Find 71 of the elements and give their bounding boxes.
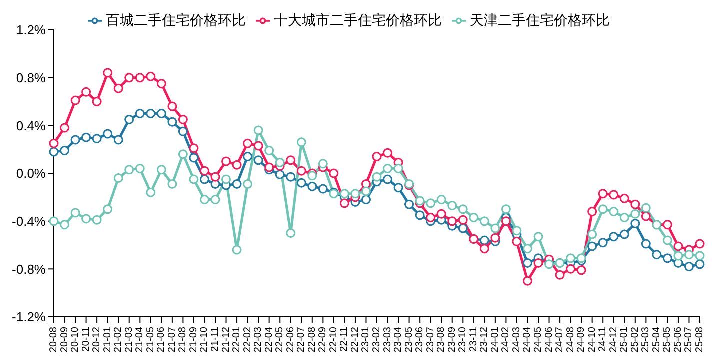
y-tick-label: 0.0% <box>16 166 46 182</box>
x-tick-label: 21-09 <box>188 326 200 353</box>
y-tick-label: 0.4% <box>16 118 46 134</box>
x-tick-label: 23-04 <box>393 326 404 353</box>
x-tick-label: 23-02 <box>372 326 382 353</box>
x-tick-label: 24-10 <box>586 326 598 353</box>
x-tick-label: 25-02 <box>630 326 641 353</box>
x-tick-label: 21-03 <box>124 326 135 353</box>
x-tick-label: 24-05 <box>533 326 544 353</box>
y-tick-label: -0.4% <box>12 214 46 229</box>
x-tick-label: 23-05 <box>404 326 415 353</box>
x-tick-label: 23-07 <box>425 326 436 353</box>
x-tick-label: 25-01 <box>619 326 630 353</box>
x-tick-label: 22-10 <box>328 326 340 353</box>
x-tick-label: 23-03 <box>382 326 394 353</box>
x-tick-label: 22-03 <box>253 326 264 353</box>
x-tick-label: 20-11 <box>80 326 92 352</box>
x-tick-label: 23-01 <box>360 326 372 353</box>
x-tick-label: 20-09 <box>59 326 70 353</box>
x-tick-label: 21-07 <box>166 326 178 353</box>
x-tick-label: 23-11 <box>468 326 480 352</box>
legend-label: 百城二手住宅价格环比 <box>106 12 246 28</box>
x-tick-label: 25-07 <box>684 326 695 353</box>
legend-label: 十大城市二手住宅价格环比 <box>274 12 442 28</box>
x-tick-label: 21-02 <box>113 326 124 353</box>
x-tick-label: 22-08 <box>306 326 318 353</box>
x-tick-label: 24-09 <box>576 326 588 353</box>
x-tick-label: 21-11 <box>210 326 221 352</box>
x-tick-label: 25-04 <box>651 326 662 353</box>
x-tick-label: 25-05 <box>662 326 674 353</box>
x-tick-label: 21-01 <box>102 326 114 353</box>
x-tick-label: 23-06 <box>414 326 426 353</box>
x-tick-label: 22-07 <box>296 326 308 353</box>
x-tick-label: 24-02 <box>500 326 512 353</box>
y-tick-label: 0.8% <box>16 70 46 86</box>
x-tick-label: 21-04 <box>134 326 146 353</box>
x-tick-label: 23-12 <box>479 326 490 353</box>
x-tick-label: 24-11 <box>598 326 609 352</box>
x-tick-label: 22-01 <box>232 326 243 353</box>
x-tick-label: 21-06 <box>156 326 168 353</box>
legend-label: 天津二手住宅价格环比 <box>470 12 610 28</box>
x-tick-label: 23-10 <box>458 326 469 353</box>
x-tick-label: 21-10 <box>199 326 210 353</box>
x-tick-label: 21-12 <box>220 326 232 353</box>
x-tick-label: 24-08 <box>565 326 576 353</box>
x-tick-label: 22-05 <box>274 326 286 353</box>
x-tick-label: 24-12 <box>608 326 620 353</box>
x-tick-label: 20-10 <box>70 326 82 353</box>
x-tick-label: 22-09 <box>318 326 329 353</box>
x-tick-label: 21-05 <box>145 326 156 353</box>
y-tick-label: -0.8% <box>12 262 46 277</box>
x-tick-label: 20-12 <box>92 326 103 353</box>
x-tick-label: 22-11 <box>339 326 350 352</box>
x-tick-label: 24-06 <box>544 326 555 353</box>
x-tick-label: 21-08 <box>178 326 189 353</box>
x-tick-label: 22-04 <box>264 326 275 353</box>
x-tick-label: 22-12 <box>350 326 361 353</box>
x-tick-label: 22-06 <box>285 326 296 353</box>
x-tick-label: 22-02 <box>242 326 254 353</box>
x-tick-label: 24-03 <box>511 326 522 353</box>
x-tick-label: 20-08 <box>48 326 60 353</box>
x-tick-label: 25-03 <box>640 326 652 353</box>
y-tick-label: 1.2% <box>16 22 46 38</box>
x-tick-label: 24-01 <box>490 326 501 353</box>
x-tick-label: 23-09 <box>446 326 458 353</box>
x-tick-label: 23-08 <box>436 326 448 353</box>
x-tick-label: 25-08 <box>694 326 706 353</box>
x-tick-label: 25-06 <box>672 326 684 353</box>
x-tick-label: 24-07 <box>554 326 566 353</box>
x-tick-label: 24-04 <box>522 326 534 353</box>
y-tick-label: -1.2% <box>12 310 46 325</box>
